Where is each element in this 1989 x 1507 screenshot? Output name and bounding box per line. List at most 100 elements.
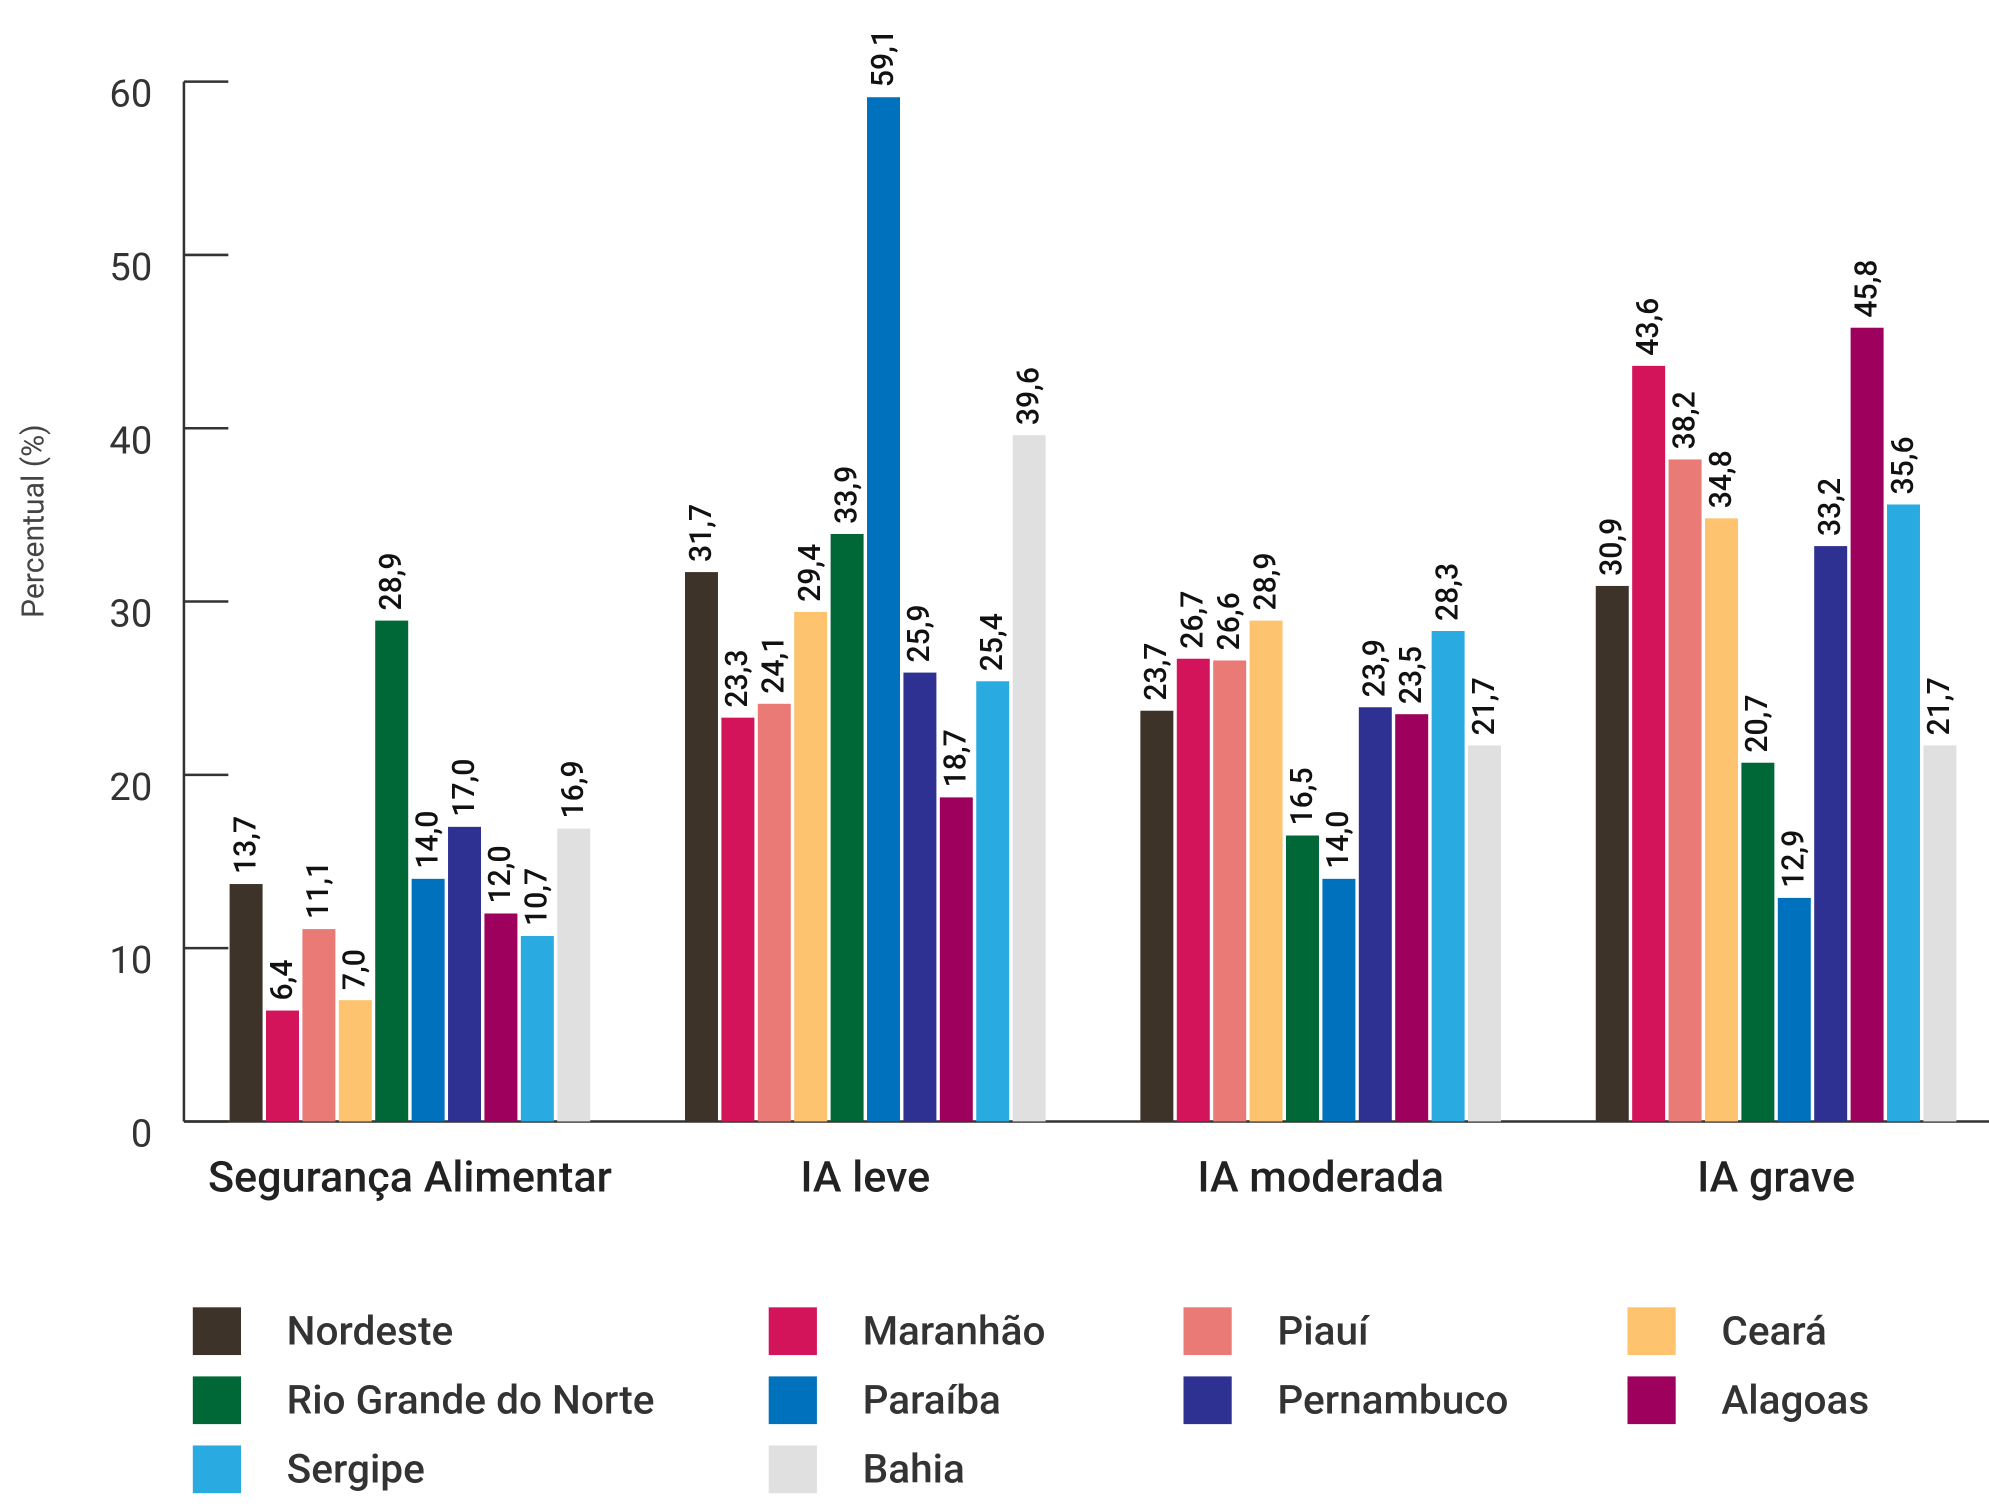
- legend-label: Ceará: [1721, 1307, 1827, 1354]
- value-label: 23,7: [1139, 643, 1174, 701]
- value-label: 23,3: [720, 649, 755, 707]
- value-label: 21,7: [1922, 677, 1957, 735]
- y-tick-label: 0: [131, 1113, 152, 1157]
- bar: [757, 703, 791, 1122]
- bar: [375, 620, 409, 1122]
- bar: [266, 1010, 299, 1122]
- bar: [1777, 897, 1811, 1122]
- bar: [1923, 745, 1957, 1122]
- bar: [1140, 710, 1174, 1122]
- value-label: 28,3: [1430, 563, 1465, 621]
- legend-label: Rio Grande do Norte: [287, 1377, 655, 1424]
- value-label: 7,0: [337, 949, 372, 990]
- bar: [338, 1000, 372, 1122]
- bar: [976, 681, 1010, 1122]
- bar: [867, 97, 900, 1122]
- bar: [484, 913, 518, 1122]
- y-axis-label: Percentual (%): [16, 424, 51, 618]
- value-label: 14,0: [410, 811, 445, 869]
- y-tick-label: 20: [109, 766, 152, 810]
- bar: [448, 826, 482, 1122]
- legend-swatch: [1183, 1376, 1232, 1425]
- legend-swatch: [1627, 1307, 1676, 1356]
- legend-label: Alagoas: [1721, 1377, 1869, 1424]
- legend-label: Piauí: [1277, 1307, 1371, 1354]
- value-label: 38,2: [1667, 391, 1702, 449]
- bar: [903, 672, 937, 1122]
- legend-label: Maranhão: [863, 1307, 1046, 1354]
- value-label: 25,9: [902, 604, 937, 662]
- legend-label: Nordeste: [287, 1307, 454, 1354]
- bar: [1632, 365, 1666, 1122]
- value-label: 20,7: [1740, 695, 1775, 753]
- bar: [1887, 504, 1920, 1122]
- y-tick-label: 60: [109, 73, 152, 117]
- value-label: 10,7: [520, 868, 555, 926]
- x-tick-label: IA moderada: [1197, 1153, 1444, 1203]
- value-label: 43,6: [1631, 298, 1666, 356]
- bar: [1176, 658, 1210, 1122]
- bar: [1814, 546, 1848, 1122]
- bar: [721, 717, 755, 1122]
- value-label: 21,7: [1467, 677, 1502, 735]
- bar: [1358, 707, 1392, 1122]
- bar: [1741, 762, 1775, 1122]
- value-label: 24,1: [756, 636, 791, 694]
- value-label: 26,7: [1175, 591, 1210, 649]
- bar: [794, 611, 828, 1122]
- bar: [520, 936, 554, 1122]
- legend-label: Sergipe: [287, 1446, 425, 1493]
- value-label: 12,9: [1776, 830, 1811, 888]
- value-label: 26,6: [1212, 592, 1247, 650]
- value-label: 33,9: [829, 466, 864, 524]
- value-label: 30,9: [1594, 518, 1629, 576]
- bar: [939, 797, 973, 1122]
- value-label: 13,7: [228, 816, 263, 874]
- y-tick-label: 40: [109, 419, 152, 463]
- bar: [1431, 631, 1465, 1122]
- value-label: 33,2: [1813, 478, 1848, 536]
- value-label: 16,5: [1285, 767, 1320, 825]
- value-label: 29,4: [793, 544, 828, 602]
- legend-swatch: [1183, 1307, 1232, 1356]
- bar: [557, 828, 591, 1122]
- bar: [1286, 835, 1319, 1122]
- bar: [1704, 518, 1738, 1122]
- value-label: 34,8: [1704, 450, 1739, 508]
- legend-label: Pernambuco: [1277, 1377, 1508, 1424]
- bar: [302, 929, 336, 1122]
- bar: [1395, 714, 1429, 1122]
- value-label: 28,9: [1248, 552, 1283, 610]
- bar: [1249, 620, 1283, 1122]
- value-label: 11,1: [301, 861, 336, 919]
- value-label: 31,7: [684, 504, 719, 562]
- legend-swatch: [1627, 1376, 1676, 1425]
- x-tick-label: Segurança Alimentar: [208, 1153, 612, 1203]
- x-tick-label: IA grave: [1697, 1153, 1855, 1203]
- bar: [411, 878, 445, 1122]
- legend-swatch: [768, 1376, 817, 1425]
- legend-swatch: [192, 1307, 242, 1356]
- bar: [1850, 327, 1884, 1122]
- bar: [1213, 660, 1247, 1122]
- value-label: 28,9: [374, 552, 409, 610]
- y-tick-label: 50: [109, 246, 152, 290]
- value-label: 17,0: [447, 759, 482, 817]
- value-label: 35,6: [1886, 436, 1921, 494]
- bar: [830, 533, 864, 1122]
- value-label: 18,7: [938, 729, 973, 787]
- bar: [684, 572, 718, 1122]
- y-tick-label: 10: [109, 939, 152, 983]
- legend-swatch: [768, 1307, 817, 1356]
- value-label: 39,6: [1011, 367, 1046, 425]
- bar: [1668, 459, 1702, 1122]
- bar: [1468, 745, 1502, 1122]
- legend-swatch: [192, 1445, 242, 1494]
- value-label: 45,8: [1849, 260, 1884, 318]
- value-label: 25,4: [975, 613, 1010, 671]
- legend-swatch: [768, 1445, 817, 1494]
- value-label: 23,5: [1394, 646, 1429, 704]
- value-label: 59,1: [866, 29, 901, 87]
- bar: [229, 884, 263, 1122]
